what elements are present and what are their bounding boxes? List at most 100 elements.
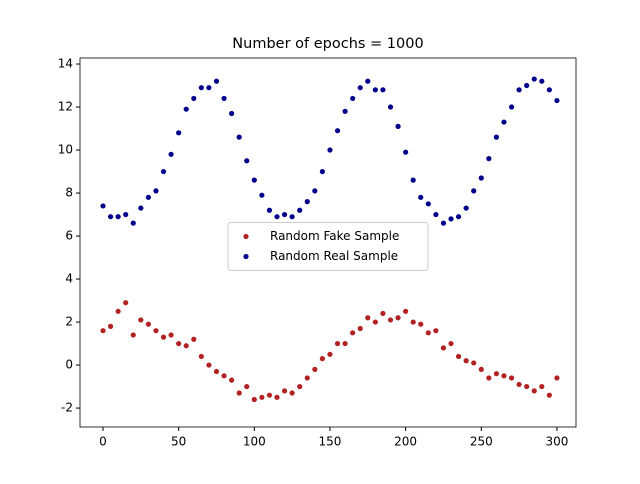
y-tick-label: 2	[65, 315, 73, 329]
plot-frame	[79, 57, 577, 428]
point	[493, 134, 500, 140]
point	[145, 194, 151, 200]
point	[403, 308, 409, 314]
point	[130, 332, 136, 338]
point	[539, 383, 545, 390]
point	[410, 177, 416, 183]
point	[198, 85, 204, 91]
point	[448, 340, 454, 347]
point	[342, 340, 348, 347]
point	[259, 394, 265, 400]
point	[334, 128, 341, 134]
point	[425, 330, 431, 336]
legend-label: Random Fake Sample	[270, 229, 399, 243]
point	[289, 390, 295, 396]
point	[160, 168, 167, 175]
x-tick-label: 50	[171, 435, 186, 449]
point	[191, 95, 197, 102]
point	[455, 214, 462, 220]
point	[229, 110, 235, 117]
point	[372, 87, 378, 93]
point	[501, 373, 507, 379]
x-tick-label: 250	[470, 435, 493, 449]
point	[410, 319, 416, 325]
point	[266, 392, 273, 398]
point	[138, 317, 144, 323]
point	[471, 188, 477, 194]
point	[304, 199, 310, 205]
point	[130, 220, 136, 226]
point	[508, 375, 515, 381]
point	[176, 130, 182, 136]
point	[395, 315, 401, 321]
point	[281, 211, 288, 218]
point	[433, 211, 439, 218]
point	[380, 87, 386, 93]
point	[251, 396, 257, 403]
legend-label: Random Real Sample	[270, 249, 398, 263]
point	[478, 175, 484, 181]
point	[221, 373, 227, 379]
y-tick-label: 8	[65, 186, 73, 200]
point	[213, 368, 220, 375]
point	[387, 317, 394, 323]
x-tick-label: 0	[99, 435, 107, 449]
point	[274, 394, 280, 400]
point	[297, 383, 303, 390]
point	[183, 106, 189, 112]
point	[546, 392, 552, 398]
point	[486, 375, 492, 381]
point	[448, 216, 454, 222]
point	[289, 214, 295, 220]
point	[531, 388, 537, 394]
point	[221, 95, 227, 102]
point	[365, 315, 371, 321]
point	[372, 319, 378, 325]
point	[145, 321, 151, 327]
point	[115, 308, 121, 314]
point	[266, 207, 273, 213]
point	[486, 156, 492, 162]
point	[554, 97, 560, 104]
point	[501, 119, 507, 125]
legend-marker	[243, 233, 249, 240]
point	[107, 214, 114, 220]
y-tick-label: 10	[58, 143, 73, 157]
point	[107, 323, 114, 329]
point	[160, 334, 167, 340]
y-tick-label: -2	[61, 401, 73, 415]
point	[554, 375, 560, 381]
x-tick-label: 300	[545, 435, 568, 449]
y-tick-label: 6	[65, 229, 73, 243]
point	[455, 353, 462, 360]
point	[168, 151, 174, 157]
point	[244, 383, 250, 390]
point	[433, 328, 439, 334]
point	[418, 321, 424, 327]
point	[425, 201, 431, 207]
point	[357, 325, 363, 332]
point	[138, 205, 144, 211]
point	[100, 328, 106, 334]
y-tick-label: 12	[58, 100, 73, 114]
point	[531, 76, 537, 82]
point	[198, 353, 204, 360]
point	[463, 358, 469, 364]
point	[380, 310, 386, 317]
point	[274, 214, 280, 220]
point	[463, 205, 469, 211]
point	[206, 85, 212, 91]
point	[251, 177, 257, 183]
legend: Random Fake Sample Random Real Sample	[227, 222, 429, 271]
point	[312, 366, 318, 372]
point	[319, 168, 326, 175]
point	[418, 194, 424, 200]
point	[229, 377, 235, 383]
point	[259, 192, 265, 198]
legend-box	[227, 222, 429, 271]
point	[123, 211, 129, 218]
point	[123, 300, 129, 306]
legend-marker	[243, 253, 249, 260]
point	[478, 366, 484, 372]
point	[440, 345, 447, 351]
